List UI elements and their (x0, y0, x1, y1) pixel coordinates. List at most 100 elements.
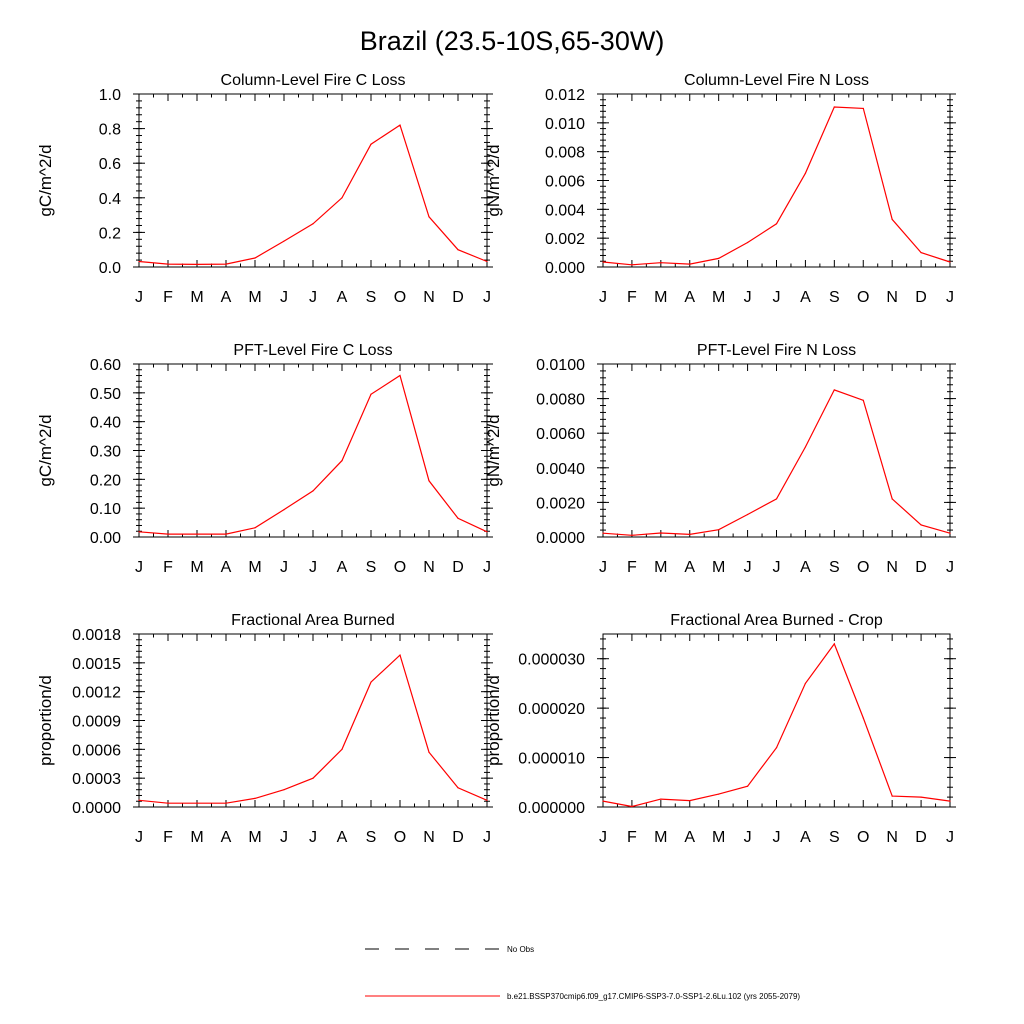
x-tick-label: J (599, 289, 607, 306)
panel-title: PFT-Level Fire C Loss (233, 342, 392, 359)
data-point (486, 799, 488, 801)
data-point (283, 789, 285, 791)
x-tick-label: A (337, 829, 348, 846)
x-tick-label: M (248, 289, 261, 306)
y-tick-label: 0.0060 (536, 426, 585, 443)
y-tick-label: 0.0 (99, 260, 121, 277)
legend-obs-label: No Obs (507, 945, 534, 954)
x-tick-label: A (221, 559, 232, 576)
data-point (689, 799, 691, 802)
y-tick-label: 0.012 (545, 87, 585, 104)
x-tick-label: F (163, 289, 173, 306)
data-point (804, 682, 807, 685)
y-tick-label: 0.4 (99, 191, 121, 208)
x-tick-label: N (423, 559, 435, 576)
data-point (631, 534, 633, 536)
x-tick-label: O (857, 829, 869, 846)
data-point (399, 124, 401, 126)
data-point (399, 374, 401, 377)
x-tick-label: M (248, 829, 261, 846)
y-tick-label: 0.8 (99, 122, 121, 139)
x-tick-label: F (163, 559, 173, 576)
x-tick-label: J (280, 289, 288, 306)
x-tick-label: N (423, 289, 435, 306)
data-point (138, 260, 140, 263)
x-tick-label: J (135, 289, 143, 306)
x-tick-label: M (190, 559, 203, 576)
x-tick-label: M (654, 289, 667, 306)
x-tick-label: F (627, 289, 637, 306)
x-tick-label: M (712, 829, 725, 846)
data-point (862, 107, 864, 110)
y-axis-label: gC/m^2/d (36, 144, 55, 216)
x-tick-label: S (366, 289, 377, 306)
data-point (891, 795, 893, 797)
panel-fractional-area-burned: J F M A M J J A S O N D J0.00000.00030.00060.00090.0… (36, 612, 493, 846)
data-point (283, 240, 285, 242)
x-tick-label: J (946, 559, 954, 576)
series-line (138, 124, 488, 266)
x-tick-label: F (163, 829, 173, 846)
y-axis-label: gC/m^2/d (36, 414, 55, 486)
data-point (370, 143, 372, 145)
x-tick-label: J (309, 829, 317, 846)
y-tick-label: 0.0040 (536, 461, 585, 478)
x-tick-label: M (654, 829, 667, 846)
data-point (428, 480, 430, 482)
data-point (283, 509, 285, 511)
data-point (341, 459, 343, 462)
x-tick-label: A (337, 559, 348, 576)
data-point (689, 263, 691, 265)
x-tick-label: J (599, 559, 607, 576)
data-point (631, 264, 633, 266)
x-tick-label: J (744, 829, 752, 846)
data-point (660, 532, 662, 534)
y-tick-label: 0.0080 (536, 392, 585, 409)
y-tick-label: 0.20 (90, 472, 121, 489)
y-axis-label: gN/m^2/d (484, 414, 503, 486)
y-tick-label: 0.60 (90, 357, 121, 374)
data-point (196, 263, 198, 266)
y-tick-label: 0.40 (90, 415, 121, 432)
legend-model-label: b.e21.BSSP370cmip6.f09_g17.CMIP6-SSP3-7.… (507, 992, 800, 1001)
data-point (370, 681, 372, 683)
x-tick-label: D (915, 559, 927, 576)
panel-title: Fractional Area Burned (231, 612, 395, 629)
y-tick-label: 0.006 (545, 174, 585, 191)
y-tick-label: 0.0000 (72, 800, 121, 817)
data-point (746, 785, 749, 787)
x-tick-label: A (684, 559, 695, 576)
data-point (920, 251, 922, 254)
x-tick-label: J (309, 559, 317, 576)
x-tick-label: J (773, 559, 781, 576)
data-point (225, 263, 227, 265)
x-tick-label: O (394, 289, 406, 306)
x-tick-label: A (221, 829, 232, 846)
legend: No Obs b.e21.BSSP370cmip6.f09_g17.CMIP6-… (365, 945, 800, 1001)
data-point (718, 529, 720, 531)
data-point (602, 532, 604, 534)
y-tick-label: 0.0003 (72, 771, 121, 788)
data-point (457, 249, 459, 251)
x-tick-label: J (280, 559, 288, 576)
data-point (602, 800, 604, 802)
data-point (746, 241, 749, 244)
x-tick-label: J (483, 289, 491, 306)
x-tick-label: J (309, 289, 317, 306)
x-tick-label: O (394, 559, 406, 576)
y-tick-label: 0.0020 (536, 495, 585, 512)
data-point (689, 533, 691, 536)
data-point (457, 787, 459, 789)
y-tick-label: 0.000030 (518, 652, 585, 669)
data-point (631, 805, 633, 808)
y-axis-label: gN/m^2/d (484, 144, 503, 216)
data-point (486, 260, 488, 263)
x-tick-label: J (135, 559, 143, 576)
data-point (196, 533, 198, 535)
data-point (891, 218, 893, 221)
plot-frame (138, 363, 488, 538)
data-point (775, 498, 778, 500)
y-tick-label: 0.2 (99, 225, 121, 242)
y-tick-label: 0.30 (90, 444, 121, 461)
